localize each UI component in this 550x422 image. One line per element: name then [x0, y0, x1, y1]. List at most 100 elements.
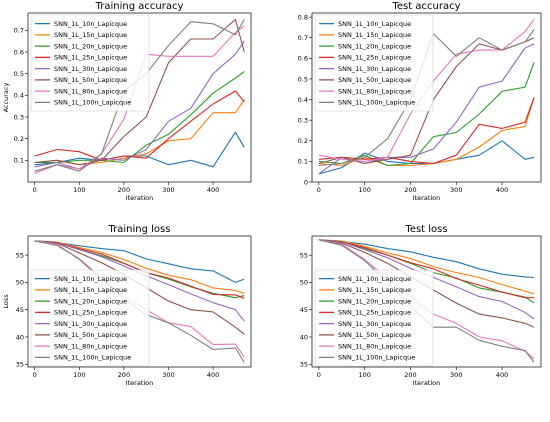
series-line-2 [34, 71, 245, 164]
legend-entry: SNN_1L_20n_Lapicque [338, 42, 411, 50]
legend-entry: SNN_1L_50n_Lapicque [338, 331, 411, 339]
x-tick-label: 300 [450, 371, 462, 379]
legend-entry: SNN_1L_20n_Lapicque [54, 297, 127, 305]
chart-title: Training accuracy [95, 1, 184, 12]
legend-entry: SNN_1L_100n_Lapicque [54, 354, 131, 362]
series-line-2 [318, 62, 535, 167]
y-tick-label: 0.8 [298, 13, 308, 21]
y-tick-label: 50 [300, 279, 308, 287]
y-tick-label: 0.7 [14, 27, 24, 35]
legend-entry: SNN_1L_25n_Lapicque [338, 54, 411, 62]
series-line-3 [34, 90, 245, 161]
series-line-5 [34, 18, 245, 166]
y-tick-label: 35 [16, 361, 24, 369]
x-axis-label: Iteration [413, 194, 441, 202]
legend-entry: SNN_1L_25n_Lapicque [54, 54, 127, 62]
x-tick-label: 300 [162, 371, 174, 379]
series-line-5 [318, 239, 535, 328]
legend: SNN_1L_10n_Lapicque SNN_1L_15n_Lapicque SN… [314, 14, 434, 112]
y-tick-label: 0 [304, 178, 308, 186]
series-line-3 [318, 97, 535, 165]
x-axis-label: Iteration [126, 194, 154, 202]
legend-entry: SNN_1L_10n_Lapicque [54, 275, 127, 283]
x-tick-label: 100 [73, 186, 85, 194]
x-tick-label: 0 [317, 186, 321, 194]
series-line-0 [318, 239, 535, 279]
series-line-7 [318, 29, 535, 167]
series-line-0 [34, 131, 245, 168]
axes-frame [27, 12, 252, 183]
legend-entry: SNN_1L_80n_Lapicque [54, 342, 127, 350]
chart-panel-1: Test accuracy 0 100 200 300 400 0 0.1 0.2 0.3 0.4 0… [298, 1, 542, 202]
legend-entry: SNN_1L_30n_Lapicque [338, 65, 411, 73]
y-tick-label: 35 [300, 361, 308, 369]
axes-frame [311, 235, 542, 368]
series-line-0 [34, 240, 245, 283]
y-tick-label: 45 [16, 306, 24, 314]
y-tick-label: 0.3 [14, 113, 24, 121]
y-tick-label: 0.1 [298, 158, 308, 166]
series-line-1 [318, 239, 535, 295]
x-tick-label: 200 [118, 186, 130, 194]
legend-box [314, 269, 434, 367]
x-tick-label: 400 [207, 186, 219, 194]
legend-entry: SNN_1L_20n_Lapicque [54, 42, 127, 50]
x-tick-label: 200 [404, 371, 416, 379]
legend-entry: SNN_1L_100n_Lapicque [338, 354, 415, 362]
chart-panel-2: Training loss 0 100 200 300 400 35 40 45 50 55 Iter… [2, 224, 252, 387]
axes-frame [311, 12, 542, 183]
y-tick-label: 0.1 [14, 157, 24, 165]
x-tick-label: 0 [317, 371, 321, 379]
legend-entry: SNN_1L_100n_Lapicque [338, 99, 415, 107]
x-tick-label: 200 [404, 186, 416, 194]
legend-entry: SNN_1L_80n_Lapicque [54, 87, 127, 95]
chart-panel-3: Test loss 0 100 200 300 400 35 40 45 50 55 Iteratio… [300, 224, 542, 387]
y-tick-label: 0.6 [298, 55, 308, 63]
y-tick-label: 45 [300, 306, 308, 314]
y-tick-label: 40 [16, 333, 24, 341]
legend-entry: SNN_1L_10n_Lapicque [54, 20, 127, 28]
legend-entry: SNN_1L_80n_Lapicque [338, 342, 411, 350]
legend-entry: SNN_1L_20n_Lapicque [338, 297, 411, 305]
y-tick-label: 40 [300, 333, 308, 341]
y-axis-label: Loss [2, 294, 10, 309]
series-line-1 [34, 240, 245, 294]
y-tick-label: 0.6 [14, 48, 24, 56]
x-tick-label: 300 [450, 186, 462, 194]
y-tick-label: 55 [300, 251, 308, 259]
legend: SNN_1L_10n_Lapicque SNN_1L_15n_Lapicque SN… [30, 14, 150, 112]
x-tick-label: 0 [33, 371, 37, 379]
series-line-0 [318, 140, 535, 175]
x-tick-label: 400 [496, 186, 508, 194]
legend: SNN_1L_10n_Lapicque SNN_1L_15n_Lapicque SN… [30, 269, 150, 367]
x-tick-label: 300 [162, 186, 174, 194]
legend-entry: SNN_1L_50n_Lapicque [54, 76, 127, 84]
series-line-3 [318, 239, 535, 299]
x-tick-label: 0 [33, 186, 37, 194]
x-tick-label: 100 [73, 371, 85, 379]
legend-entry: SNN_1L_30n_Lapicque [54, 65, 127, 73]
x-axis-label: Iteration [413, 379, 441, 387]
chart-title: Test loss [404, 224, 447, 235]
legend-entry: SNN_1L_10n_Lapicque [338, 275, 411, 283]
y-tick-label: 0.3 [298, 116, 308, 124]
legend-entry: SNN_1L_50n_Lapicque [338, 76, 411, 84]
y-tick-label: 0.7 [298, 34, 308, 42]
y-tick-label: 0.4 [14, 92, 24, 100]
y-tick-label: 0.2 [298, 137, 308, 145]
legend-entry: SNN_1L_30n_Lapicque [338, 320, 411, 328]
legend-entry: SNN_1L_25n_Lapicque [54, 309, 127, 317]
series-line-4 [34, 40, 245, 170]
y-tick-label: 0.5 [298, 75, 308, 83]
legend-entry: SNN_1L_50n_Lapicque [54, 331, 127, 339]
legend-box [30, 269, 150, 367]
legend-box [30, 14, 150, 112]
x-axis-label: Iteration [126, 379, 154, 387]
legend-entry: SNN_1L_100n_Lapicque [54, 99, 131, 107]
y-tick-label: 50 [16, 279, 24, 287]
legend-entry: SNN_1L_30n_Lapicque [54, 320, 127, 328]
legend-entry: SNN_1L_10n_Lapicque [338, 20, 411, 28]
y-axis-label: Accuracy [2, 83, 10, 113]
series-line-4 [318, 239, 535, 320]
